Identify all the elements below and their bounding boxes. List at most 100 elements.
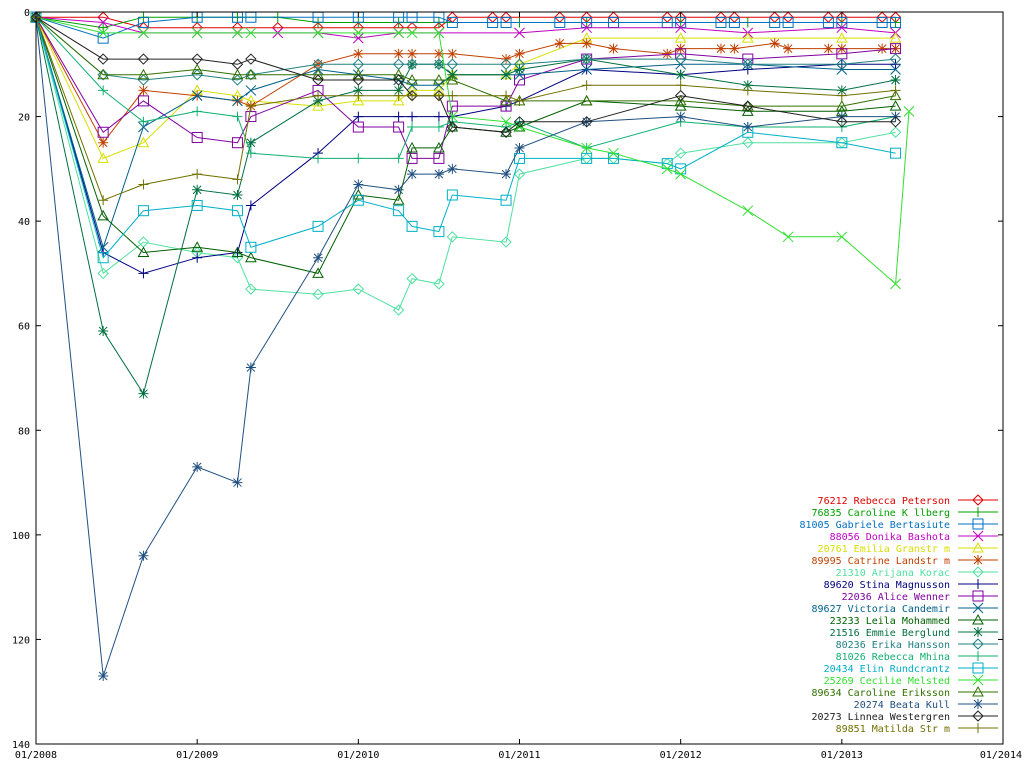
data-point bbox=[407, 90, 418, 101]
data-point bbox=[500, 116, 512, 128]
data-point bbox=[97, 152, 110, 163]
legend-marker bbox=[972, 613, 984, 625]
data-point bbox=[352, 68, 365, 80]
data-point bbox=[137, 95, 149, 107]
data-point bbox=[232, 27, 243, 39]
data-point bbox=[231, 137, 243, 149]
legend-marker bbox=[973, 555, 983, 565]
data-point bbox=[192, 184, 203, 195]
data-point bbox=[447, 90, 458, 101]
series-line bbox=[35, 17, 896, 274]
y-tick-label: 80 bbox=[18, 426, 30, 437]
data-point bbox=[487, 16, 499, 28]
legend-label: 76835 Caroline K llberg bbox=[812, 508, 950, 519]
data-point bbox=[406, 272, 418, 285]
data-point bbox=[232, 95, 243, 107]
data-point bbox=[232, 190, 243, 200]
data-point bbox=[675, 168, 687, 180]
y-tick-label: 0 bbox=[24, 8, 30, 19]
data-point bbox=[191, 199, 203, 211]
data-point bbox=[446, 189, 458, 201]
data-point bbox=[581, 152, 593, 164]
legend-label: 22036 Alice Wenner bbox=[842, 592, 950, 603]
data-point bbox=[137, 205, 149, 217]
y-tick-label: 140 bbox=[12, 740, 30, 751]
data-point bbox=[890, 278, 901, 290]
data-point bbox=[191, 63, 204, 75]
data-point bbox=[393, 121, 405, 133]
data-point bbox=[769, 16, 781, 28]
y-tick-label: 60 bbox=[18, 322, 30, 333]
legend-label: 20761 Emilia Granstr m bbox=[818, 544, 950, 555]
data-point bbox=[407, 111, 418, 122]
data-point bbox=[501, 90, 512, 101]
data-point bbox=[580, 116, 593, 128]
x-tick-label: 01/2013 bbox=[821, 750, 863, 761]
data-point bbox=[500, 194, 512, 206]
legend-marker bbox=[973, 699, 983, 709]
data-point bbox=[352, 94, 365, 106]
legend-label: 88056 Donika Bashota bbox=[830, 532, 950, 543]
data-point bbox=[675, 80, 686, 91]
data-point bbox=[98, 85, 109, 96]
legend-marker bbox=[972, 602, 984, 614]
data-point bbox=[138, 27, 149, 39]
data-point bbox=[393, 205, 405, 217]
legend-marker bbox=[972, 710, 984, 722]
data-point bbox=[514, 142, 525, 153]
data-point bbox=[98, 137, 109, 148]
data-point bbox=[890, 74, 901, 85]
data-point bbox=[245, 283, 257, 295]
data-point bbox=[836, 22, 848, 34]
data-point bbox=[889, 126, 902, 138]
data-point bbox=[392, 68, 405, 80]
legend-marker bbox=[973, 723, 983, 733]
data-point bbox=[312, 27, 324, 39]
data-point bbox=[406, 152, 418, 164]
data-point bbox=[245, 251, 257, 263]
data-point bbox=[137, 53, 150, 65]
legend-item: 23233 Leila Mohammed bbox=[830, 613, 998, 627]
data-point bbox=[433, 48, 444, 59]
data-point bbox=[353, 48, 364, 59]
data-point bbox=[890, 85, 901, 96]
data-point bbox=[245, 137, 256, 148]
data-point bbox=[138, 550, 149, 561]
data-point bbox=[782, 16, 794, 28]
data-point bbox=[245, 101, 256, 112]
legend-marker bbox=[973, 579, 983, 589]
x-tick-label: 01/2012 bbox=[660, 750, 702, 761]
data-point bbox=[446, 120, 459, 132]
data-point bbox=[97, 267, 109, 280]
data-point bbox=[742, 137, 754, 149]
data-point bbox=[661, 163, 673, 175]
legend-label: 89627 Victoria Candemir bbox=[812, 604, 950, 615]
data-point bbox=[889, 32, 902, 43]
data-point bbox=[674, 100, 687, 111]
legend-label: 20273 Linnea Westergren bbox=[812, 712, 950, 723]
data-point bbox=[97, 53, 109, 65]
legend-item: 81026 Rebecca Mhina bbox=[836, 651, 998, 663]
data-point bbox=[741, 105, 754, 116]
data-point bbox=[742, 100, 754, 112]
data-point bbox=[446, 231, 459, 243]
data-point bbox=[245, 148, 256, 159]
data-point bbox=[138, 388, 149, 399]
data-point bbox=[191, 53, 203, 65]
legend-marker bbox=[972, 590, 984, 602]
data-point bbox=[393, 111, 404, 122]
data-point bbox=[312, 288, 324, 301]
legend-item: 81005 Gabriele Bertasiute bbox=[799, 518, 998, 531]
legend-item: 20434 Elin Rundcrantz bbox=[824, 662, 998, 675]
data-point bbox=[433, 152, 445, 164]
data-point bbox=[245, 362, 256, 373]
data-point bbox=[392, 194, 405, 205]
data-point bbox=[514, 95, 525, 106]
data-point bbox=[352, 74, 365, 86]
data-point bbox=[741, 32, 754, 43]
data-point bbox=[192, 106, 203, 117]
data-point bbox=[98, 22, 109, 33]
data-point bbox=[889, 53, 902, 65]
